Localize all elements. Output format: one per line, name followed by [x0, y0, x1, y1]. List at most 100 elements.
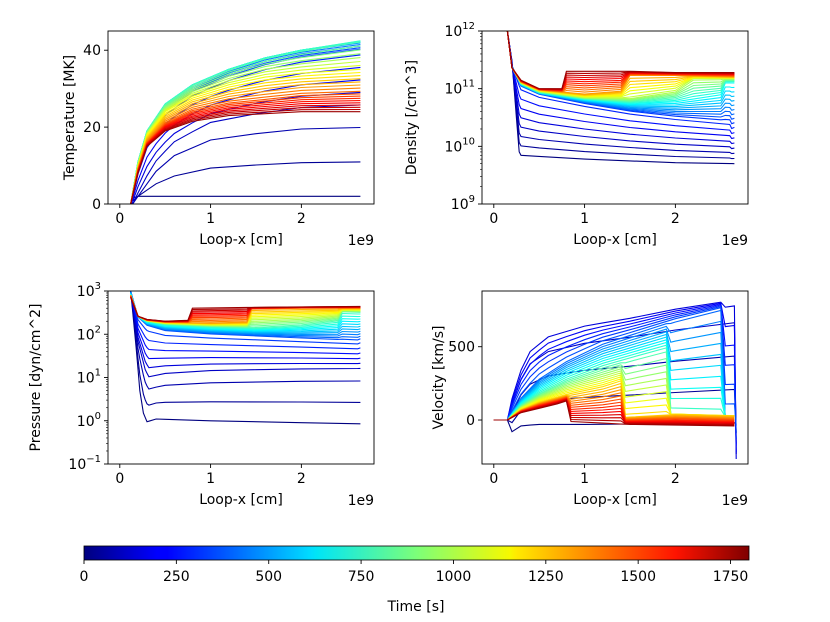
- pressure-series-line: [130, 291, 361, 355]
- density-ytick-exponent: 12: [462, 21, 475, 32]
- density-ytick-base: 10: [444, 139, 462, 155]
- velocity-axes-frame: [481, 290, 749, 465]
- temperature-ytick-label: 40: [83, 43, 101, 59]
- density-ytick-base: 10: [451, 197, 469, 213]
- density-series-line: [506, 31, 735, 91]
- pressure-ytick-exponent: 0: [95, 411, 101, 422]
- temperature-ytick-label: 20: [83, 120, 101, 136]
- velocity-series-line: [493, 333, 735, 421]
- density-ytick-exponent: 10: [462, 136, 475, 147]
- pressure-series-line: [130, 291, 361, 425]
- temperature-series-line: [130, 91, 361, 204]
- density-series-line: [506, 31, 735, 145]
- velocity-xlabel: Loop-x [cm]: [573, 492, 657, 508]
- colorbar-label: Time [s]: [387, 599, 445, 615]
- temperature-xtick-label: 1: [206, 211, 215, 227]
- colorbar-tick-label: 1250: [528, 569, 564, 585]
- pressure-ytick-base: 10: [77, 327, 95, 343]
- density-axes-frame: [481, 30, 749, 205]
- temperature-curves: [130, 40, 361, 204]
- density-xtick-label: 2: [671, 211, 680, 227]
- velocity-ytick-label: 0: [466, 413, 475, 429]
- velocity-series-line: [493, 344, 735, 421]
- velocity-xtick-label: 0: [489, 471, 498, 487]
- pressure-series-line: [130, 297, 361, 322]
- density-curves: [506, 31, 735, 165]
- pressure-ytick-label: 102: [77, 324, 101, 343]
- pressure-xtick-label: 2: [297, 471, 306, 487]
- velocity-xtick-label: 2: [671, 471, 680, 487]
- pressure-series-line: [130, 291, 361, 360]
- density-series-line: [506, 31, 735, 90]
- pressure-series-line: [130, 291, 361, 390]
- density-ytick-label: 1011: [444, 79, 475, 98]
- velocity-series-line: [493, 328, 735, 421]
- temperature-series-line: [130, 161, 361, 204]
- velocity-panel: 0 1 2 0 500 Loop-x [cm] 1e9 Velocity [km/s]: [431, 290, 749, 509]
- density-series-line: [506, 31, 735, 91]
- pressure-xlabel: Loop-x [cm]: [199, 492, 283, 508]
- velocity-xtick-label: 1: [580, 471, 589, 487]
- temperature-xlabel: Loop-x [cm]: [199, 232, 283, 248]
- colorbar-tick-label: 250: [163, 569, 190, 585]
- velocity-series-line: [493, 339, 735, 421]
- pressure-ytick-label: 101: [77, 368, 101, 387]
- density-ytick-exponent: 9: [469, 194, 475, 205]
- velocity-x-offset: 1e9: [722, 493, 748, 509]
- temperature-series-line: [130, 195, 361, 204]
- velocity-ylabel: Velocity [km/s]: [431, 325, 447, 429]
- pressure-xtick-label: 1: [206, 471, 215, 487]
- density-ytick-base: 10: [444, 82, 462, 98]
- velocity-series-line: [493, 400, 735, 427]
- colorbar-tick-label: 1500: [620, 569, 656, 585]
- density-xtick-label: 0: [489, 211, 498, 227]
- pressure-ytick-label: 10−1: [68, 454, 101, 473]
- velocity-curves: [493, 301, 737, 460]
- density-xlabel: Loop-x [cm]: [573, 232, 657, 248]
- velocity-series-line: [493, 341, 735, 421]
- temperature-series-line: [130, 111, 361, 204]
- density-ytick-label: 109: [451, 194, 475, 213]
- colorbar-tick-label: 0: [80, 569, 89, 585]
- pressure-ytick-label: 100: [77, 411, 101, 430]
- velocity-series-line: [493, 305, 737, 433]
- density-series-line: [506, 31, 735, 150]
- pressure-ylabel: Pressure [dyn/cm^2]: [28, 304, 44, 452]
- pressure-series-line: [130, 291, 361, 350]
- colorbar-tick-label: 1000: [436, 569, 472, 585]
- colorbar-gradient: [83, 545, 750, 561]
- density-series-line: [506, 31, 735, 155]
- density-xtick-label: 1: [580, 211, 589, 227]
- colorbar-ticks: 0 250 500 750 1000 1250 1500 1750: [80, 560, 749, 585]
- density-ytick-exponent: 11: [462, 79, 475, 90]
- pressure-ytick-base: 10: [77, 284, 95, 300]
- temperature-x-offset: 1e9: [348, 233, 374, 249]
- time-colorbar: 0 250 500 750 1000 1250 1500 1750 Time [s]: [80, 545, 750, 615]
- pressure-ytick-exponent: 3: [95, 281, 101, 292]
- pressure-ytick-exponent: 1: [95, 368, 101, 379]
- velocity-ytick-label: 500: [448, 340, 475, 356]
- pressure-series-line: [130, 291, 361, 406]
- density-series-line: [506, 31, 735, 135]
- density-ytick-label: 1012: [444, 21, 475, 40]
- colorbar-tick-label: 500: [255, 569, 282, 585]
- pressure-ytick-base: 10: [77, 414, 95, 430]
- pressure-series-line: [130, 291, 361, 378]
- colorbar-tick-label: 750: [348, 569, 375, 585]
- pressure-ytick-base: 10: [68, 457, 86, 473]
- pressure-series-line: [130, 291, 361, 345]
- pressure-curves: [130, 291, 361, 425]
- density-series-line: [506, 31, 735, 130]
- temperature-series-line: [130, 104, 361, 204]
- colorbar-tick-label: 1750: [713, 569, 749, 585]
- density-series-line: [506, 31, 735, 140]
- temperature-ylabel: Temperature [MK]: [62, 55, 78, 181]
- pressure-x-offset: 1e9: [348, 493, 374, 509]
- density-series-line: [506, 31, 735, 92]
- pressure-ytick-base: 10: [77, 371, 95, 387]
- velocity-series-line: [493, 301, 737, 460]
